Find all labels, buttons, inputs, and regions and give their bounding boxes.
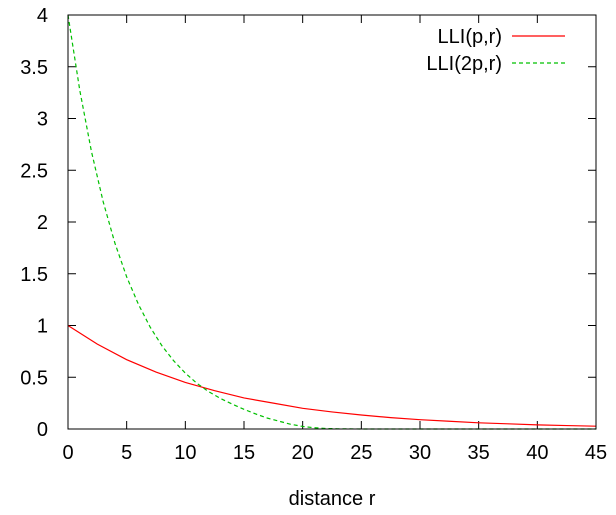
series-layer xyxy=(67,14,597,430)
x-tick-label: 35 xyxy=(468,442,490,464)
x-tick-labels: 0 5 10 15 20 25 30 35 40 45 xyxy=(62,442,607,464)
ticks-layer xyxy=(67,14,597,430)
x-axis-label: distance r xyxy=(289,488,376,510)
y-tick-label: 0 xyxy=(37,419,48,441)
series-line-0 xyxy=(67,324,597,427)
y-tick-label: 1 xyxy=(37,316,48,338)
x-tick-label: 30 xyxy=(409,442,431,464)
x-tick-label: 15 xyxy=(233,442,255,464)
x-tick-label: 40 xyxy=(526,442,548,464)
x-tick-label: 25 xyxy=(350,442,372,464)
y-tick-label: 2.5 xyxy=(20,160,48,182)
x-tick-label: 20 xyxy=(292,442,314,464)
y-tick-label: 2 xyxy=(37,212,48,234)
y-tick-labels: 0 0.5 1 1.5 2 2.5 3 3.5 4 xyxy=(20,5,48,441)
x-tick-label: 0 xyxy=(62,442,73,464)
y-tick-label: 0.5 xyxy=(20,367,48,389)
legend-label-1: LLI(2p,r) xyxy=(426,53,502,75)
legend: LLI(p,r) LLI(2p,r) xyxy=(426,26,565,75)
y-tick-label: 1.5 xyxy=(20,264,48,286)
y-tick-label: 4 xyxy=(37,5,48,27)
y-tick-label: 3.5 xyxy=(20,57,48,79)
series-line-1 xyxy=(67,14,596,430)
plot-frame xyxy=(67,14,597,430)
x-tick-label: 10 xyxy=(174,442,196,464)
x-tick-label: 45 xyxy=(585,442,607,464)
legend-label-0: LLI(p,r) xyxy=(438,26,502,48)
x-tick-label: 5 xyxy=(121,442,132,464)
y-tick-label: 3 xyxy=(37,109,48,131)
